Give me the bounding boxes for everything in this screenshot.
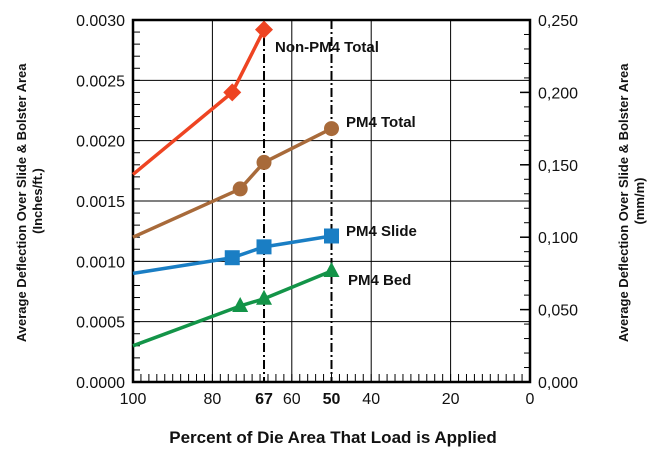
- series-line-pm4-slide: [132, 234, 332, 276]
- y-tick-label-left: 0.0025: [76, 73, 125, 90]
- series-label-non-pm4-total: Non-PM4 Total: [275, 39, 379, 56]
- y-axis-title-left-line2: (Inches/ft.): [30, 168, 45, 234]
- y-tick-label-left: 0.0000: [76, 375, 125, 392]
- y-axis-title-right-line1: Average Deflection Over Slide & Bolster …: [616, 63, 631, 342]
- y-tick-label-right: 0,250: [538, 13, 578, 30]
- data-point-non-pm4-total: [223, 83, 242, 102]
- data-point-pm4-slide: [324, 228, 339, 244]
- x-tick-label: 0: [526, 391, 535, 408]
- series-line-pm4-total: [132, 127, 333, 239]
- y-tick-label-left: 0.0015: [76, 194, 125, 211]
- data-point-pm4-bed: [232, 296, 249, 312]
- series-label-pm4-bed: PM4 Bed: [348, 272, 411, 289]
- data-point-pm4-bed: [323, 261, 340, 277]
- x-axis-title: Percent of Die Area That Load is Applied: [169, 428, 496, 447]
- series-label-pm4-total: PM4 Total: [346, 114, 416, 131]
- y-axis-title-right-line2: (mm/m): [632, 178, 647, 225]
- y-axis-title-left-line1: Average Deflection Over Slide & Bolster …: [14, 63, 29, 342]
- series-label-pm4-slide: PM4 Slide: [346, 223, 417, 240]
- data-point-pm4-total: [232, 181, 248, 197]
- x-tick-label: 80: [204, 391, 222, 408]
- y-tick-label-right: 0,000: [538, 375, 578, 392]
- y-tick-label-left: 0.0030: [76, 13, 125, 30]
- series-layer: [131, 20, 340, 348]
- y-tick-label-left: 0.0005: [76, 315, 125, 332]
- labels-layer: 0.0000 0.0005 0.0010 0.0015 0.0020 0.0025 0.00…: [76, 13, 578, 408]
- data-point-non-pm4-total: [255, 20, 274, 39]
- data-point-pm4-total: [256, 154, 272, 170]
- x-tick-label: 50: [323, 391, 341, 408]
- data-point-pm4-slide: [224, 250, 240, 266]
- y-tick-label-right: 0,050: [538, 303, 578, 320]
- y-tick-label-right: 0,200: [538, 85, 578, 102]
- y-tick-label-right: 0,150: [538, 158, 578, 175]
- x-tick-label: 40: [362, 391, 380, 408]
- data-point-pm4-bed: [256, 289, 273, 305]
- x-tick-label: 60: [283, 391, 301, 408]
- series-line-pm4-bed: [132, 269, 333, 348]
- y-axis-title-right: Average Deflection Over Slide & Bolster …: [616, 60, 647, 342]
- y-tick-label-right: 0,100: [538, 230, 578, 247]
- x-tick-label: 100: [120, 391, 147, 408]
- data-point-pm4-total: [324, 121, 339, 137]
- reference-lines: [263, 20, 333, 382]
- y-tick-label-left: 0.0020: [76, 134, 125, 151]
- y-tick-label-left: 0.0010: [76, 254, 125, 271]
- series-line-non-pm4-total: [131, 28, 266, 176]
- y-axis-title-left: Average Deflection Over Slide & Bolster …: [14, 60, 45, 342]
- x-tick-label: 20: [442, 391, 460, 408]
- x-tick-label: 67: [255, 391, 273, 408]
- data-point-pm4-slide: [256, 239, 272, 255]
